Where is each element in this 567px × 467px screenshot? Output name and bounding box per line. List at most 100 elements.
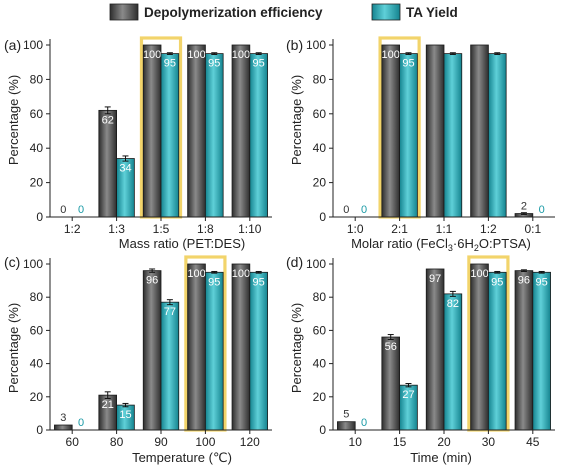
x-tick-label-d-3: 30 xyxy=(482,435,496,449)
bar-a-depolymerization-2 xyxy=(142,44,162,218)
bar-a-ta-yield-4 xyxy=(249,53,268,218)
data-label-b-depolymerization-0: 0 xyxy=(343,204,349,216)
panel-label-c: (c) xyxy=(4,254,20,270)
y-tick-label-a-5: 100 xyxy=(23,38,43,52)
data-label-d-depolymerization-0: 5 xyxy=(343,409,349,421)
x-axis-label-c: Temperature (℃) xyxy=(132,450,232,465)
bar-d-ta-yield-3 xyxy=(487,271,507,431)
data-label-c-ta-yield-4: 95 xyxy=(253,276,265,288)
error-bar-d-1-2 xyxy=(449,290,456,297)
error-bar-d-1-4 xyxy=(538,270,545,274)
bar-d-ta-yield-4 xyxy=(532,271,551,431)
data-label-a-ta-yield-2: 95 xyxy=(164,58,176,70)
data-label-d-ta-yield-1: 27 xyxy=(402,389,414,401)
x-axis-label-b-part-1: Molar ratio (FeCl xyxy=(351,236,448,251)
x-axis-label-b-part-2: ·6H xyxy=(453,236,474,251)
data-label-a-ta-yield-1: 34 xyxy=(119,163,131,175)
y-tick-label-a-2: 40 xyxy=(30,141,44,155)
x-tick-label-a-3: 1:8 xyxy=(197,222,214,236)
y-axis-label-b: Percentage (%) xyxy=(289,75,304,165)
x-tick-label-b-1: 2:1 xyxy=(391,222,408,236)
x-axis-label-d: Time (min) xyxy=(410,450,472,465)
data-label-d-depolymerization-4: 96 xyxy=(518,275,530,287)
legend-label-depolymerization: Depolymerization efficiency xyxy=(144,5,323,20)
error-bar-c-1-4 xyxy=(255,270,262,274)
data-label-b-depolymerization-4: 2 xyxy=(521,201,527,213)
x-tick-label-a-2: 1:5 xyxy=(153,222,170,236)
data-label-c-depolymerization-3: 100 xyxy=(187,268,205,280)
y-axis-label-d: Percentage (%) xyxy=(289,303,304,393)
bar-c-ta-yield-3 xyxy=(204,271,224,431)
y-tick-label-a-4: 80 xyxy=(30,72,44,86)
y-tick-label-b-4: 80 xyxy=(313,72,327,86)
data-label-b-ta-yield-4: 0 xyxy=(539,204,545,216)
bar-d-depolymerization-4 xyxy=(514,270,534,431)
x-axis-label-b: Molar ratio (FeCl3·6H2O:PTSA) xyxy=(351,236,531,253)
x-tick-label-c-0: 60 xyxy=(66,435,80,449)
x-tick-label-d-2: 20 xyxy=(437,435,451,449)
legend-swatch-ta-yield xyxy=(371,3,401,21)
bar-b-depolymerization-2 xyxy=(425,44,445,218)
y-tick-label-d-4: 80 xyxy=(313,290,327,304)
data-label-a-ta-yield-3: 95 xyxy=(208,58,220,70)
data-label-b-ta-yield-0: 0 xyxy=(361,204,367,216)
data-label-d-ta-yield-0: 0 xyxy=(361,417,367,429)
data-label-c-ta-yield-0: 0 xyxy=(78,417,84,429)
y-tick-label-b-1: 20 xyxy=(313,176,327,190)
error-bar-c-1-3 xyxy=(211,270,218,274)
y-tick-label-b-2: 40 xyxy=(313,141,327,155)
data-label-a-depolymerization-4: 100 xyxy=(232,49,250,61)
error-bar-b-1-1 xyxy=(405,52,412,55)
data-label-d-depolymerization-3: 100 xyxy=(470,268,488,280)
error-bar-c-0-1 xyxy=(104,391,111,399)
error-bar-a-1-2 xyxy=(166,52,173,55)
data-label-a-depolymerization-1: 62 xyxy=(102,114,114,126)
y-tick-label-c-4: 80 xyxy=(30,290,44,304)
bar-a-ta-yield-2 xyxy=(160,53,180,218)
y-tick-label-b-0: 0 xyxy=(319,210,326,224)
error-bar-c-0-2 xyxy=(149,268,156,273)
data-label-c-ta-yield-1: 15 xyxy=(119,409,131,421)
bar-a-depolymerization-3 xyxy=(187,44,206,218)
x-tick-label-d-4: 45 xyxy=(526,435,540,449)
data-label-d-depolymerization-1: 56 xyxy=(385,341,397,353)
bar-b-ta-yield-3 xyxy=(487,53,507,218)
x-tick-label-c-3: 100 xyxy=(195,435,215,449)
x-axis-label-b-part-3: O:PTSA) xyxy=(479,236,531,251)
data-label-c-ta-yield-2: 77 xyxy=(164,306,176,318)
y-tick-label-c-5: 100 xyxy=(23,257,43,271)
error-bar-c-1-2 xyxy=(166,299,173,306)
x-tick-label-b-4: 0:1 xyxy=(524,222,541,236)
data-label-a-ta-yield-0: 0 xyxy=(78,204,84,216)
y-tick-label-d-5: 100 xyxy=(306,257,326,271)
error-bar-b-1-3 xyxy=(494,52,501,55)
error-bar-d-1-3 xyxy=(494,270,501,274)
y-tick-label-c-1: 20 xyxy=(30,390,44,404)
y-tick-label-a-0: 0 xyxy=(36,210,43,224)
y-tick-label-a-1: 20 xyxy=(30,176,44,190)
data-label-a-depolymerization-2: 100 xyxy=(143,49,161,61)
x-axis-label-b-sub-2: 2 xyxy=(474,243,479,253)
bar-c-depolymerization-2 xyxy=(142,270,162,431)
x-axis-label-a: Mass ratio (PET:DES) xyxy=(119,236,245,251)
error-bar-a-0-1 xyxy=(104,106,111,115)
x-tick-label-a-4: 1:10 xyxy=(238,222,262,236)
error-bar-c-1-1 xyxy=(122,402,129,408)
y-tick-label-c-2: 40 xyxy=(30,357,44,371)
panel-c: (c) Percentage (%) Temperature (℃) 3 21 96… xyxy=(4,254,272,465)
legend-label-ta-yield: TA Yield xyxy=(406,5,458,20)
data-label-c-depolymerization-1: 21 xyxy=(102,399,114,411)
panel-a: (a) Percentage (%) Mass ratio (PET:DES) … xyxy=(4,36,272,251)
y-tick-label-b-5: 100 xyxy=(306,38,326,52)
bar-d-depolymerization-0 xyxy=(337,421,356,431)
data-label-a-depolymerization-0: 0 xyxy=(60,204,66,216)
y-tick-label-d-1: 20 xyxy=(313,390,327,404)
y-axis-label-a: Percentage (%) xyxy=(6,75,21,165)
data-label-c-depolymerization-4: 100 xyxy=(232,268,250,280)
panel-label-b: (b) xyxy=(286,37,303,53)
x-tick-label-c-4: 120 xyxy=(240,435,260,449)
x-tick-label-a-1: 1:3 xyxy=(108,222,125,236)
y-tick-label-b-3: 60 xyxy=(313,107,327,121)
data-label-b-depolymerization-1: 100 xyxy=(382,49,400,61)
